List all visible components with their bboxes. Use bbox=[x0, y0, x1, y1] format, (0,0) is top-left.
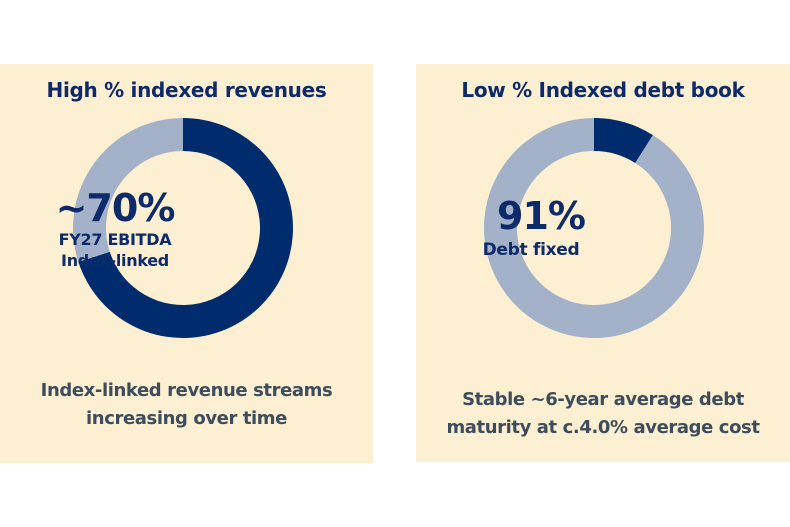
revenues-donut-chart bbox=[72, 118, 293, 338]
panel-footer: Stable ~6-year average debt maturity at … bbox=[416, 386, 790, 442]
indexed-revenues-panel: High % indexed revenues ~70% FY27 EBITDA… bbox=[0, 64, 373, 463]
donut-slice-fixed bbox=[484, 118, 704, 338]
center-value: 91% bbox=[497, 194, 586, 238]
panel-footer: Index-linked revenue streams increasing … bbox=[0, 377, 373, 433]
donut-slice-indexed bbox=[594, 118, 653, 163]
donut-slice-index-linked bbox=[78, 118, 293, 338]
footer-line-1: Index-linked revenue streams bbox=[40, 380, 333, 401]
footer-line-2: increasing over time bbox=[86, 408, 287, 429]
donut-slice-other bbox=[72, 118, 183, 262]
debt-donut-chart bbox=[484, 118, 704, 338]
panel-title: High % indexed revenues bbox=[46, 78, 327, 102]
center-label-2: Index-linked bbox=[61, 251, 169, 270]
center-label-1: Debt fixed bbox=[482, 240, 580, 260]
center-value: ~70% bbox=[55, 186, 176, 230]
indexed-debt-panel: Low % Indexed debt book 91% Debt fixed S… bbox=[416, 64, 790, 462]
center-label-1: FY27 EBITDA bbox=[58, 230, 172, 249]
footer-line-2: maturity at c.4.0% average cost bbox=[446, 417, 760, 438]
panel-title: Low % Indexed debt book bbox=[461, 78, 745, 102]
footer-line-1: Stable ~6-year average debt bbox=[462, 389, 744, 410]
